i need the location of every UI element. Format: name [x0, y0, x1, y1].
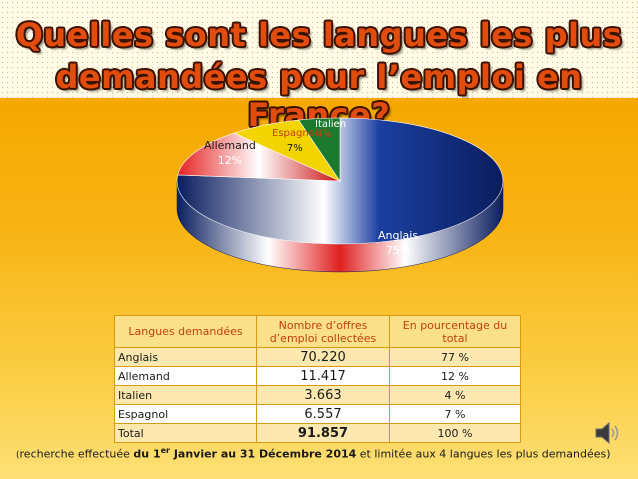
- cell-pourcentage: 77 %: [389, 347, 521, 367]
- table-row: Anglais 70.220 77 %: [114, 347, 521, 367]
- cell-pourcentage: 12 %: [389, 366, 521, 386]
- pie-label-italien: Italien: [315, 117, 346, 132]
- cell-pourcentage: 4 %: [389, 385, 521, 405]
- table-row: Italien 3.663 4 %: [114, 385, 521, 405]
- table-row: Allemand 11.417 12 %: [114, 366, 521, 386]
- footnote: (recherche effectuée du 1er Janvier au 3…: [16, 446, 626, 461]
- pie-label-espagnol-name: Espagnol: [272, 128, 318, 139]
- pie-label-espagnol: Espagnol 7%: [272, 126, 318, 156]
- pie-slice-allemand: [177, 132, 341, 182]
- cell-pourcentage: 7 %: [389, 404, 521, 424]
- cell-offres: 6.557: [256, 404, 390, 424]
- cell-pourcentage: 100 %: [389, 423, 521, 443]
- pie-label-allemand: Allemand 12%: [204, 138, 256, 168]
- pie-label-anglais: Anglais 75%: [378, 228, 418, 258]
- footnote-period-start: du 1: [133, 447, 161, 461]
- pie-chart: [176, 117, 504, 273]
- table-row: Espagnol 6.557 7 %: [114, 404, 521, 424]
- pie-slice-italien: [298, 117, 341, 182]
- cell-offres: 3.663: [256, 385, 390, 405]
- footnote-open: (: [16, 450, 20, 461]
- table-total-row: Total 91.857 100 %: [114, 423, 521, 443]
- footnote-period-sup: er: [160, 446, 170, 455]
- languages-table: Langues demandées Nombre d’offres d’empl…: [114, 315, 521, 443]
- header-langues: Langues demandées: [114, 315, 257, 348]
- header-pourcentage: En pourcentage du total: [389, 315, 521, 348]
- pie-label-italien-name: Italien: [315, 119, 347, 130]
- cell-offres: 11.417: [256, 366, 390, 386]
- footnote-prefix: recherche effectuée: [19, 447, 134, 461]
- table-header-row: Langues demandées Nombre d’offres d’empl…: [114, 315, 521, 348]
- cell-offres: 91.857: [256, 423, 390, 443]
- cell-offres: 70.220: [256, 347, 390, 367]
- cell-langue: Italien: [114, 385, 257, 405]
- pie-label-espagnol-value: 7%: [286, 143, 303, 154]
- pie-label-italien-value: 4%: [316, 129, 332, 140]
- cell-langue: Total: [114, 423, 257, 443]
- pie-label-anglais-value: 75%: [385, 244, 411, 257]
- footnote-suffix: et limitée aux 4 langues les plus demand…: [356, 447, 611, 461]
- cell-langue: Anglais: [114, 347, 257, 367]
- speaker-icon[interactable]: [594, 420, 622, 446]
- pie-label-allemand-name: Allemand: [204, 139, 256, 152]
- cell-langue: Espagnol: [114, 404, 257, 424]
- footnote-period-end: Janvier au 31 Décembre 2014: [169, 447, 357, 461]
- pie-label-italien-value-box: 4%: [316, 127, 332, 142]
- header-offres: Nombre d’offres d’emploi collectées: [256, 315, 390, 348]
- slide-title-line-1: Quelles sont les langues les plus: [15, 16, 623, 54]
- title-background: [0, 0, 638, 98]
- pie-label-anglais-name: Anglais: [378, 229, 419, 242]
- pie-label-allemand-value: 12%: [217, 154, 243, 167]
- cell-langue: Allemand: [114, 366, 257, 386]
